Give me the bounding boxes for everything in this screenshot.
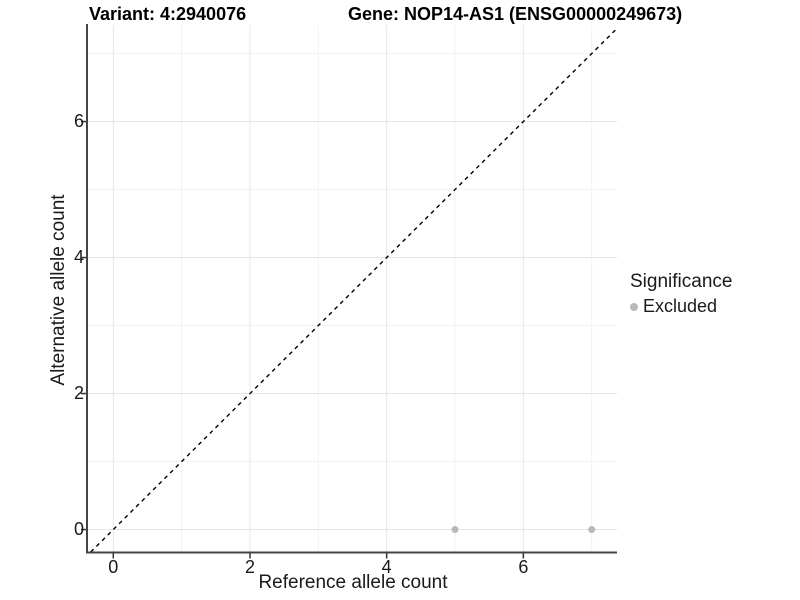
data-point [588,526,596,534]
y-tick-label: 4 [73,247,84,268]
data-point [451,526,459,534]
legend-entries: Excluded [630,296,732,317]
identity-dashed-line [90,27,618,553]
legend-entry-label: Excluded [643,296,718,316]
y-tick-label: 6 [73,111,84,132]
y-tick-label: 0 [73,519,84,540]
x-tick-label: 6 [518,557,529,577]
plot-title-gene: Gene: NOP14-AS1 (ENSG00000249673) [348,4,683,24]
legend: Significance Excluded [630,271,732,317]
y-tick-label: 2 [73,383,84,404]
plot-title-variant: Variant: 4:2940076 [89,4,247,24]
x-tick-label: 2 [244,557,255,577]
x-tick-label: 4 [381,557,392,577]
legend-title: Significance [630,271,733,292]
legend-entry: Excluded [630,296,732,317]
x-tick-label: 0 [108,557,119,577]
x-axis-title: Reference allele count [258,572,448,593]
legend-point-icon [630,302,638,311]
